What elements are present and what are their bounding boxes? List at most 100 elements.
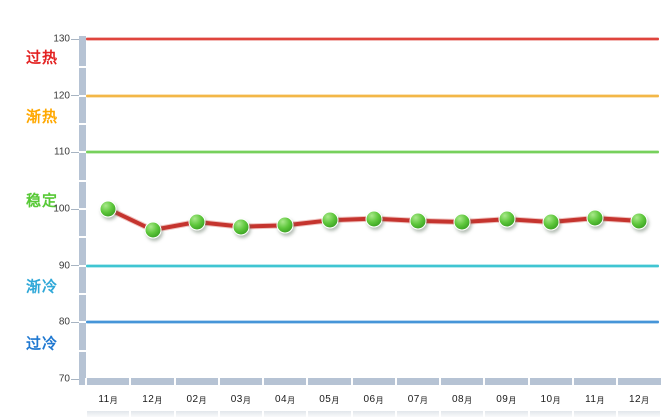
- data-point-12月[interactable]: [630, 212, 648, 230]
- data-point-09月[interactable]: [498, 210, 516, 228]
- x-tick-label: 12月: [629, 394, 650, 405]
- data-point-06月[interactable]: [365, 210, 383, 228]
- x-tick-month-number: 07: [407, 394, 420, 405]
- data-point-05月[interactable]: [321, 211, 339, 229]
- x-tick-month-unit: 月: [464, 396, 473, 405]
- y-axis-notch: [79, 349, 86, 352]
- axis-reflection-segment: [308, 411, 351, 417]
- x-tick-month-unit: 月: [596, 396, 605, 405]
- band-label-4: 渐冷: [25, 278, 58, 296]
- y-tick-mark: [71, 378, 79, 380]
- data-point-04月[interactable]: [276, 216, 294, 234]
- x-tick-month-unit: 月: [508, 396, 517, 405]
- x-tick-label: 05月: [319, 394, 340, 405]
- y-tick-mark: [71, 95, 79, 97]
- data-point-10月[interactable]: [542, 213, 560, 231]
- x-tick-month-number: 03: [230, 394, 243, 405]
- data-point-11月[interactable]: [99, 200, 117, 218]
- threshold-line-110: [86, 150, 659, 155]
- y-tick-mark: [71, 321, 79, 323]
- data-point-08月[interactable]: [453, 213, 471, 231]
- band-label-2: 渐热: [25, 108, 58, 126]
- x-axis-notch: [129, 378, 132, 385]
- x-tick-label: 11月: [585, 394, 605, 405]
- x-axis-notch: [173, 378, 176, 385]
- axis-reflection-segment: [396, 411, 440, 417]
- y-tick-label: 80: [58, 316, 70, 328]
- y-tick-label: 90: [58, 260, 70, 272]
- x-axis-notch: [306, 378, 309, 385]
- x-tick-month-number: 12: [142, 394, 155, 405]
- band-label-1: 过热: [25, 49, 58, 67]
- x-tick-month-number: 04: [274, 394, 288, 405]
- x-tick-label: 07月: [408, 394, 429, 405]
- axis-reflection-segment: [175, 411, 218, 417]
- data-point-11月[interactable]: [586, 209, 604, 227]
- axis-reflection-segment: [219, 411, 263, 417]
- axis-reflection-segment: [529, 411, 572, 417]
- x-axis-notch: [483, 378, 486, 385]
- x-tick-label: 04月: [275, 394, 296, 405]
- band-label-3: 稳定: [25, 192, 58, 210]
- x-tick-month-number: 12: [628, 394, 642, 405]
- x-tick-month-number: 11: [585, 394, 597, 405]
- x-tick-label: 12月: [142, 394, 163, 405]
- x-tick-label: 06月: [363, 394, 384, 405]
- axis-reflection-segment: [485, 411, 528, 417]
- y-tick-label: 100: [53, 203, 70, 215]
- y-axis-notch: [79, 66, 86, 69]
- data-point-03月[interactable]: [232, 218, 250, 236]
- axis-reflection-segment: [352, 411, 395, 417]
- x-axis-notch: [527, 378, 530, 385]
- y-axis-notch: [79, 264, 86, 267]
- axis-reflection-segment: [131, 411, 174, 417]
- data-point-12月[interactable]: [144, 221, 162, 239]
- x-tick-month-unit: 月: [287, 396, 296, 405]
- y-tick-mark: [71, 38, 79, 40]
- x-tick-label: 02月: [186, 394, 207, 405]
- x-tick-month-unit: 月: [198, 396, 208, 405]
- y-axis-notch: [79, 293, 86, 295]
- x-tick-month-number: 08: [451, 394, 465, 405]
- y-axis-notch: [79, 179, 86, 182]
- axis-reflection-segment: [573, 411, 617, 417]
- axis-reflection-segment: [618, 411, 660, 417]
- x-tick-month-unit: 月: [552, 396, 562, 405]
- threshold-line-90: [86, 263, 659, 268]
- band-label-5: 过冷: [25, 335, 58, 353]
- y-axis-notch: [79, 123, 86, 125]
- y-tick-mark: [71, 208, 79, 210]
- x-tick-label: 08月: [452, 394, 473, 405]
- x-tick-month-unit: 月: [375, 396, 385, 405]
- y-axis-bar: [79, 36, 86, 385]
- y-tick-label: 70: [58, 373, 70, 385]
- x-tick-month-unit: 月: [154, 396, 163, 405]
- y-tick-label: 120: [53, 90, 70, 102]
- x-tick-month-number: 05: [319, 394, 332, 405]
- threshold-line-130: [86, 37, 659, 41]
- x-axis-bar: [79, 378, 661, 385]
- x-axis-notch: [616, 378, 619, 385]
- x-tick-label: 10月: [540, 394, 561, 405]
- y-axis-notch: [79, 208, 86, 210]
- data-point-02月[interactable]: [188, 213, 206, 231]
- x-axis-notch: [85, 378, 87, 385]
- y-tick-mark: [71, 151, 79, 153]
- x-tick-month-unit: 月: [109, 396, 119, 405]
- y-tick-mark: [71, 265, 79, 267]
- x-tick-label: 03月: [231, 394, 252, 405]
- data-point-07月[interactable]: [409, 212, 427, 230]
- y-axis-notch: [79, 321, 86, 324]
- x-axis-notch: [571, 378, 574, 385]
- y-tick-label: 110: [54, 146, 70, 158]
- x-tick-month-unit: 月: [419, 396, 429, 405]
- x-tick-month-number: 11: [98, 394, 110, 405]
- y-axis-notch: [79, 94, 86, 97]
- y-axis-notch: [79, 236, 86, 239]
- x-tick-month-number: 09: [496, 394, 509, 405]
- x-tick-month-unit: 月: [331, 396, 340, 405]
- x-axis-notch: [394, 378, 397, 385]
- x-tick-month-number: 02: [186, 394, 199, 405]
- axis-reflection-segment: [441, 411, 484, 417]
